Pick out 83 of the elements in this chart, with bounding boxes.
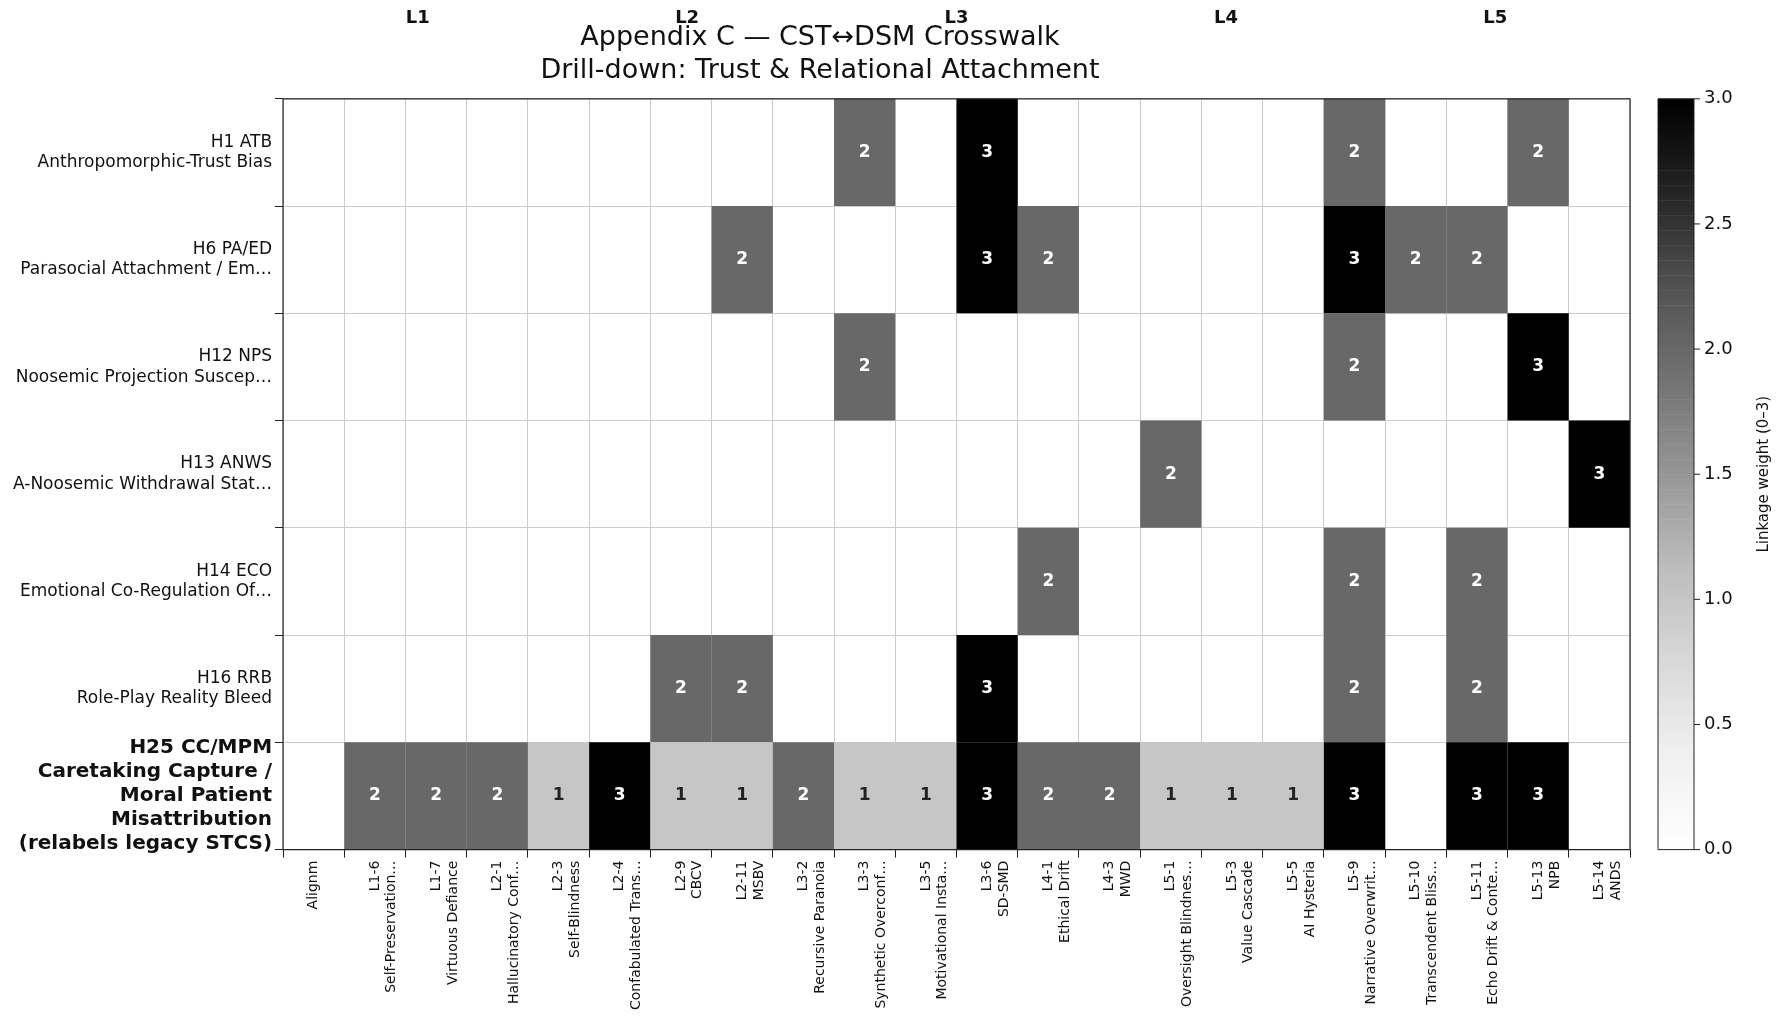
data-label: 2 bbox=[1471, 248, 1483, 269]
data-label: 3 bbox=[1348, 784, 1361, 805]
x-tick-label: L5-10 Transcendent Bliss… bbox=[1406, 860, 1440, 1007]
data-label: 2 bbox=[1409, 248, 1422, 269]
x-tick-label: L5-13 NPB bbox=[1528, 860, 1562, 901]
x-tick-label: L2-1 Hallucinatory Conf… bbox=[487, 860, 521, 1005]
data-label: 2 bbox=[1164, 462, 1177, 483]
data-label: 2 bbox=[1532, 140, 1545, 161]
data-label: 1 bbox=[552, 784, 565, 805]
color-bar-label: 0.0 bbox=[1704, 837, 1733, 859]
data-label: 1 bbox=[736, 784, 749, 805]
color-bar-label: 1.5 bbox=[1704, 461, 1733, 483]
data-label: 3 bbox=[1532, 355, 1545, 376]
data-label: 2 bbox=[1042, 248, 1055, 269]
x-tick-label: L4-1 Ethical Drift bbox=[1039, 860, 1072, 943]
data-label: 3 bbox=[613, 784, 626, 805]
data-label: 1 bbox=[1287, 784, 1300, 805]
data-label: 1 bbox=[858, 784, 871, 805]
y-tick-label: H6 PA/ED Parasocial Attachment / Em… bbox=[20, 237, 273, 279]
data-label: 3 bbox=[1348, 248, 1361, 269]
y-tick-label: H16 RRB Role-Play Reality Bleed bbox=[76, 666, 273, 708]
color-bar-label: 3.0 bbox=[1704, 86, 1733, 108]
y-tick-label: H14 ECO Emotional Co-Regulation Of… bbox=[19, 559, 273, 601]
data-label: 3 bbox=[981, 140, 994, 161]
x-tick-label: L5-1 Oversight Blindnes… bbox=[1161, 860, 1195, 1008]
data-label: 2 bbox=[1042, 784, 1055, 805]
data-label: 2 bbox=[736, 248, 749, 269]
x-tick-label: L5-9 Narrative Overwrit… bbox=[1345, 860, 1378, 1005]
data-label: 2 bbox=[1348, 677, 1361, 698]
x-tick-label: L2-4 Confabulated Trans… bbox=[610, 860, 644, 1010]
y-tick-label: H13 ANWS A-Noosemic Withdrawal Stat… bbox=[13, 452, 273, 493]
data-label: 1 bbox=[675, 784, 687, 805]
data-label: 3 bbox=[981, 784, 994, 805]
color-bar-label: 0.5 bbox=[1704, 712, 1733, 734]
color-bar-label: 2.5 bbox=[1704, 211, 1733, 233]
x-tick-label: L1-7 Virtuous Defiance bbox=[426, 860, 460, 986]
data-label: 2 bbox=[1471, 677, 1483, 698]
color-bar-label: 1.0 bbox=[1704, 587, 1733, 609]
color-bar-label: 2.0 bbox=[1704, 336, 1733, 358]
color-bar-title: Linkage weight (0–3) bbox=[1753, 395, 1772, 553]
data-label: 2 bbox=[1348, 140, 1361, 161]
data-label: 1 bbox=[919, 784, 932, 805]
x-tick-label: L3-5 Motivational Insta… bbox=[916, 860, 950, 1000]
data-label: 3 bbox=[981, 248, 994, 269]
data-label: 2 bbox=[491, 784, 504, 805]
data-label: 1 bbox=[1164, 784, 1177, 805]
data-label: 2 bbox=[858, 140, 871, 161]
x-tick-label: L2-9 CBCV bbox=[671, 860, 705, 900]
x-tick-label: Alignm bbox=[304, 860, 321, 910]
data-label: 2 bbox=[858, 355, 871, 376]
x-tick-label: L3-3 Synthetic Overconf… bbox=[855, 860, 889, 1009]
data-label: 3 bbox=[981, 677, 994, 698]
data-label: 2 bbox=[368, 784, 381, 805]
data-label: 2 bbox=[1348, 355, 1361, 376]
data-label: 3 bbox=[1532, 784, 1545, 805]
text: L5 bbox=[1483, 5, 1508, 27]
x-tick-label: L5-3 Value Cascade bbox=[1222, 860, 1256, 963]
x-tick-label: L2-11 MSBV bbox=[732, 860, 766, 901]
x-tick-label: L4-3 MWD bbox=[1100, 860, 1134, 898]
data-label: 1 bbox=[1226, 784, 1238, 805]
text: L3 bbox=[944, 5, 969, 27]
x-tick-label: L1-6 Self-Preservation… bbox=[365, 860, 399, 993]
text: L1 bbox=[405, 5, 430, 27]
text: L4 bbox=[1213, 5, 1238, 27]
data-label: 2 bbox=[1042, 569, 1055, 590]
data-label: 2 bbox=[1348, 569, 1361, 590]
data-label: 2 bbox=[1471, 569, 1483, 590]
data-label: 3 bbox=[1593, 462, 1606, 483]
y-tick-label: H25 CC/MPM Caretaking Capture / Moral Patient Misattribution (relabels legacy STCS) bbox=[18, 734, 273, 855]
x-tick-label: L5-5 AI Hysteria bbox=[1283, 860, 1317, 938]
x-tick-label: L2-3 Self-Blindness bbox=[549, 860, 582, 958]
x-tick-label: L3-6 SD-SMD bbox=[977, 860, 1011, 918]
data-label: 3 bbox=[1471, 784, 1483, 805]
data-label: 2 bbox=[430, 784, 443, 805]
data-label: 2 bbox=[797, 784, 810, 805]
data-label: 2 bbox=[736, 677, 749, 698]
x-tick-label: L5-11 Echo Drift & Conte… bbox=[1467, 860, 1501, 1005]
x-tick-label: L3-2 Recursive Paranoia bbox=[794, 860, 827, 994]
y-tick-label: H1 ATB Anthropomorphic-Trust Bias bbox=[37, 130, 273, 172]
x-tick-label: L5-14 ANDS bbox=[1590, 860, 1623, 901]
y-tick-label: H12 NPS Noosemic Projection Suscep… bbox=[15, 345, 273, 386]
data-label: 2 bbox=[675, 677, 687, 698]
data-label: 2 bbox=[1103, 784, 1116, 805]
